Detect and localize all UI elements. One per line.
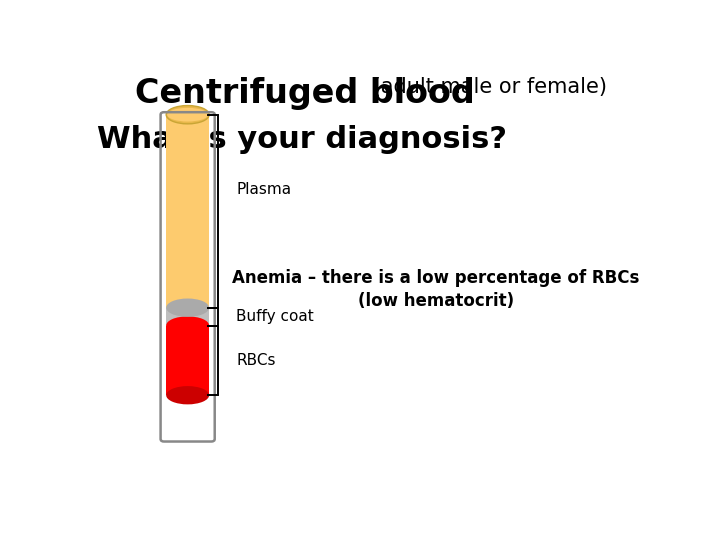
- Text: Centrifuged blood: Centrifuged blood: [135, 77, 474, 110]
- Text: RBCs: RBCs: [236, 353, 276, 368]
- Ellipse shape: [166, 316, 209, 335]
- Text: What is your diagnosis?: What is your diagnosis?: [97, 125, 507, 154]
- Bar: [166, 116, 209, 437]
- Ellipse shape: [166, 386, 209, 404]
- Bar: [166, 114, 209, 308]
- Bar: [166, 308, 209, 326]
- Text: Buffy coat: Buffy coat: [236, 309, 314, 324]
- Text: (adult male or female): (adult male or female): [366, 77, 607, 97]
- Text: Anemia – there is a low percentage of RBCs
(low hematocrit): Anemia – there is a low percentage of RB…: [233, 268, 639, 310]
- Text: Plasma: Plasma: [236, 183, 292, 198]
- Ellipse shape: [167, 108, 208, 122]
- Ellipse shape: [166, 299, 209, 317]
- Ellipse shape: [166, 105, 209, 124]
- Bar: [166, 326, 209, 395]
